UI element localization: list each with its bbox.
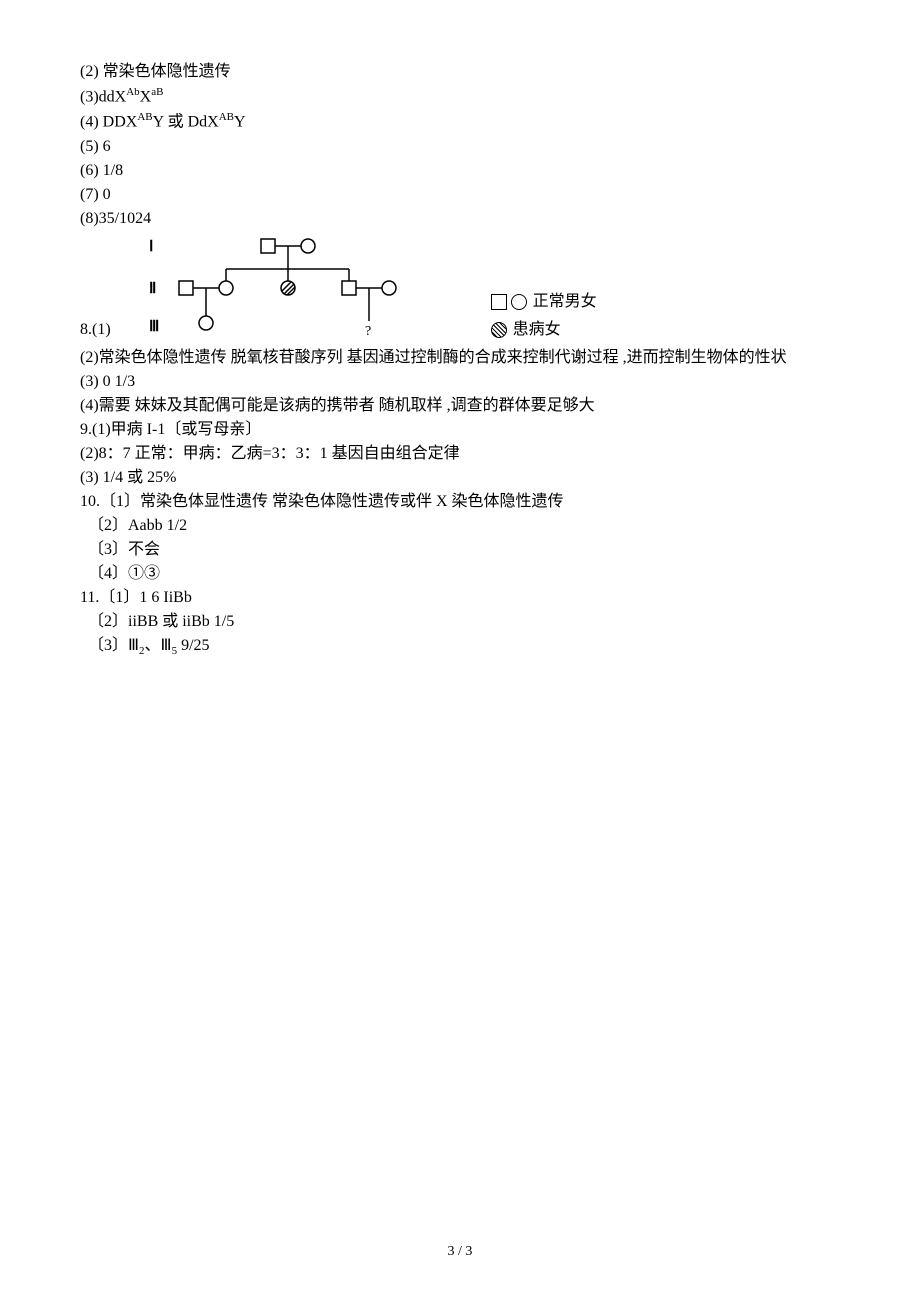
q7-2: (2) 常染色体隐性遗传 (80, 60, 840, 84)
q9-3: (3) 1/4 或 25% (80, 466, 840, 490)
page-content: (2) 常染色体隐性遗传 (3)ddXAbXaB (4) DDXABY 或 Dd… (0, 0, 920, 659)
q7-4: (4) DDXABY 或 DdXABY (80, 109, 840, 134)
q8-4: (4)需要 妹妹及其配偶可能是该病的携带者 随机取样 ,调查的群体要足够大 (80, 394, 840, 418)
q9-2: (2)8：7 正常：甲病：乙病=3：3：1 基因自由组合定律 (80, 442, 840, 466)
q8-2: (2)常染色体隐性遗传 脱氧核苷酸序列 基因通过控制酶的合成来控制代谢过程 ,进… (80, 346, 840, 370)
svg-text:Ⅲ: Ⅲ (149, 319, 159, 335)
circle-icon (511, 294, 527, 310)
legend-normal: 正常男女 (491, 290, 597, 314)
q8-row: 8.(1) (80, 231, 840, 346)
q8-3: (3) 0 1/3 (80, 370, 840, 394)
hatched-circle-icon (491, 322, 507, 338)
q11-3: 〔3〕Ⅲ2、Ⅲ5 9/25 (80, 634, 840, 660)
q11-1: 11.〔1〕1 6 IiBb (80, 586, 840, 610)
q7-3: (3)ddXAbXaB (80, 84, 840, 109)
svg-text:Ⅱ: Ⅱ (149, 281, 156, 297)
q10-1: 10.〔1〕常染色体显性遗传 常染色体隐性遗传或伴 X 染色体隐性遗传 (80, 490, 840, 514)
q7-6: (6) 1/8 (80, 159, 840, 183)
pedigree-legend: 正常男女 患病女 (491, 290, 597, 346)
svg-text:?: ? (365, 324, 371, 339)
q7-7: (7) 0 (80, 183, 840, 207)
square-icon (491, 294, 507, 310)
q10-2: 〔2〕Aabb 1/2 (80, 514, 840, 538)
pedigree-diagram: ? Ⅰ Ⅱ Ⅲ (111, 231, 411, 346)
legend-affected: 患病女 (491, 318, 597, 342)
q7-5: (5) 6 (80, 135, 840, 159)
svg-text:Ⅰ: Ⅰ (149, 239, 153, 255)
q10-4: 〔4〕①③ (80, 562, 840, 586)
q10-3: 〔3〕不会 (80, 538, 840, 562)
pedigree-svg: ? Ⅰ Ⅱ Ⅲ (111, 231, 411, 346)
q7-8: (8)35/1024 (80, 207, 840, 231)
q8-prefix: 8.(1) (80, 318, 111, 346)
page-footer: 3 / 3 (0, 1241, 920, 1262)
q9-1: 9.(1)甲病 I-1〔或写母亲〕 (80, 418, 840, 442)
q11-2: 〔2〕iiBB 或 iiBb 1/5 (80, 610, 840, 634)
